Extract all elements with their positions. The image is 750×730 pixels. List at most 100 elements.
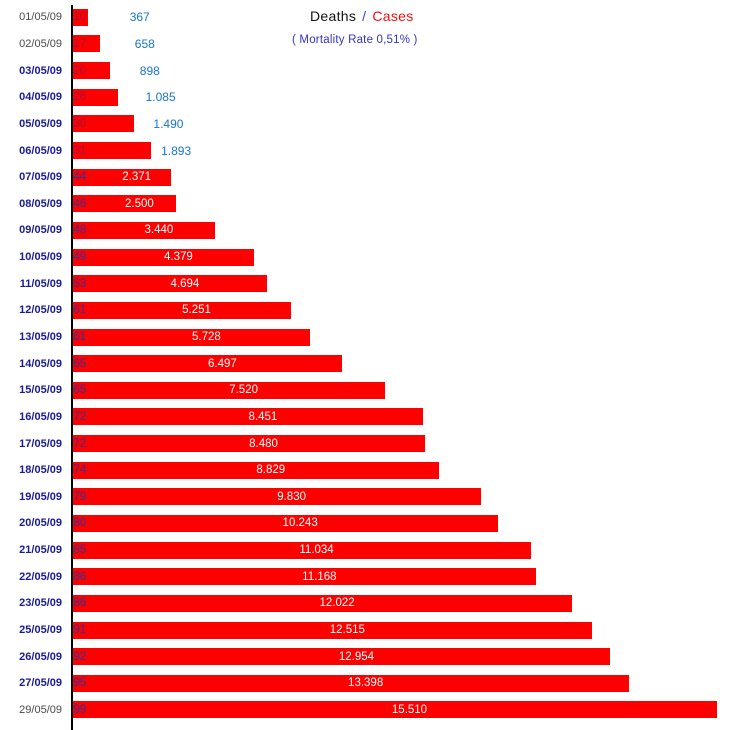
chart-row: 20/05/09 80 10.243 xyxy=(0,510,750,537)
cases-bar: 65 6.497 xyxy=(72,355,343,373)
bar-area: 61 5.728 xyxy=(71,328,750,346)
cases-value: 658 xyxy=(134,36,155,51)
bar-area: 17 658 xyxy=(71,35,750,53)
deaths-value: 91 xyxy=(73,624,87,637)
bar-area: 85 11.034 xyxy=(71,541,750,559)
cases-bar: 30 xyxy=(72,115,135,133)
cases-bar: 10 xyxy=(72,8,88,26)
deaths-value: 10 xyxy=(73,11,87,24)
cases-value: 5.728 xyxy=(192,331,221,343)
bar-area: 65 6.497 xyxy=(71,355,750,373)
chart-rows: 01/05/09 10 367 02/05/09 17 658 03/05/09 20 898 0… xyxy=(0,4,750,723)
cases-value: 1.490 xyxy=(153,116,184,131)
cases-value: 5.251 xyxy=(182,304,211,317)
cases-bar: 99 15.510 xyxy=(72,701,717,719)
bar-area: 79 9.830 xyxy=(71,488,750,506)
date-label: 26/05/09 xyxy=(19,650,62,663)
cases-bar: 91 12.515 xyxy=(72,621,593,639)
chart-row: 09/05/09 48 3.440 xyxy=(0,217,750,244)
chart-row: 17/05/09 72 8.480 xyxy=(0,430,750,457)
chart-row: 27/05/09 95 13.398 xyxy=(0,670,750,697)
cases-bar: 74 8.829 xyxy=(72,461,440,479)
chart-row: 01/05/09 10 367 xyxy=(0,4,750,31)
cases-bar: 86 11.168 xyxy=(72,568,537,586)
chart-row: 10/05/09 49 4.379 xyxy=(0,244,750,271)
cases-value: 367 xyxy=(129,10,150,25)
date-label: 05/05/09 xyxy=(19,117,62,130)
date-label: 21/05/09 xyxy=(19,544,62,557)
cases-bar: 44 2.371 xyxy=(72,168,171,186)
bar-area: 44 2.371 xyxy=(71,168,750,186)
chart-row: 21/05/09 85 11.034 xyxy=(0,537,750,564)
bar-area: 26 1.085 xyxy=(71,88,750,106)
cases-bar: 80 10.243 xyxy=(72,514,498,532)
chart-row: 13/05/09 61 5.728 xyxy=(0,324,750,351)
mortality-rate-note: ( Mortality Rate 0,51% ) xyxy=(292,34,418,46)
cases-value: 898 xyxy=(139,63,160,78)
legend-cases-label: Cases xyxy=(372,8,414,24)
cases-bar: 53 4.694 xyxy=(72,275,268,293)
cases-value: 4.379 xyxy=(164,251,193,264)
chart-row: 04/05/09 26 1.085 xyxy=(0,84,750,111)
deaths-value: 26 xyxy=(73,91,87,104)
bar-area: 95 13.398 xyxy=(71,674,750,692)
chart-row: 16/05/09 72 8.451 xyxy=(0,404,750,431)
deaths-value: 92 xyxy=(73,650,87,663)
date-label: 29/05/09 xyxy=(19,703,62,716)
deaths-value: 61 xyxy=(73,304,87,317)
deaths-value: 95 xyxy=(73,677,87,690)
date-label: 16/05/09 xyxy=(19,410,62,423)
cases-bar: 95 13.398 xyxy=(72,674,629,692)
deaths-value: 31 xyxy=(73,144,87,157)
deaths-value: 80 xyxy=(73,517,87,530)
chart-row: 08/05/09 46 2.500 xyxy=(0,190,750,217)
cases-value: 3.440 xyxy=(144,224,174,237)
chart-row: 11/05/09 53 4.694 xyxy=(0,270,750,297)
chart-row: 12/05/09 61 5.251 xyxy=(0,297,750,324)
cases-value: 7.520 xyxy=(229,384,258,397)
cases-value: 15.510 xyxy=(391,703,428,716)
date-label: 19/05/09 xyxy=(19,490,62,503)
cases-value: 10.243 xyxy=(282,517,318,530)
cases-bar: 72 8.480 xyxy=(72,435,425,453)
chart-row: 25/05/09 91 12.515 xyxy=(0,617,750,644)
date-label: 27/05/09 xyxy=(19,677,62,690)
chart-row: 29/05/09 99 15.510 xyxy=(0,697,750,724)
cases-bar: 26 xyxy=(72,88,118,106)
deaths-value: 86 xyxy=(73,597,87,610)
date-label: 12/05/09 xyxy=(19,304,62,317)
bar-area: 74 8.829 xyxy=(71,461,750,479)
deaths-value: 48 xyxy=(73,224,87,237)
date-label: 09/05/09 xyxy=(19,224,62,237)
deaths-value: 65 xyxy=(73,357,87,370)
date-label: 01/05/09 xyxy=(19,11,62,24)
deaths-value: 30 xyxy=(73,117,87,130)
chart-row: 15/05/09 65 7.520 xyxy=(0,377,750,404)
cases-bar: 49 4.379 xyxy=(72,248,255,266)
cases-bar: 72 8.451 xyxy=(72,408,424,426)
cases-value: 4.694 xyxy=(170,277,200,290)
bar-area: 92 12.954 xyxy=(71,648,750,666)
date-label: 23/05/09 xyxy=(19,597,62,610)
deaths-value: 46 xyxy=(73,197,87,210)
cases-bar: 46 2.500 xyxy=(72,195,177,213)
date-label: 25/05/09 xyxy=(19,624,62,637)
date-label: 07/05/09 xyxy=(19,171,62,184)
date-label: 22/05/09 xyxy=(19,570,62,583)
bar-area: 72 8.451 xyxy=(71,408,750,426)
deaths-value: 17 xyxy=(73,37,87,50)
cases-value: 12.022 xyxy=(319,597,355,610)
deaths-value: 44 xyxy=(73,171,87,184)
bar-area: 49 4.379 xyxy=(71,248,750,266)
legend-deaths-label: Deaths xyxy=(310,8,357,24)
y-axis-line xyxy=(70,5,73,730)
bar-area: 31 1.893 xyxy=(71,142,750,160)
bar-area: 65 7.520 xyxy=(71,381,750,399)
cases-value: 11.034 xyxy=(299,544,334,557)
deaths-value: 72 xyxy=(73,437,87,450)
chart-row: 26/05/09 92 12.954 xyxy=(0,643,750,670)
cases-value: 8.480 xyxy=(249,437,278,450)
cases-value: 9.830 xyxy=(277,490,306,503)
legend: Deaths / Cases xyxy=(310,8,414,24)
